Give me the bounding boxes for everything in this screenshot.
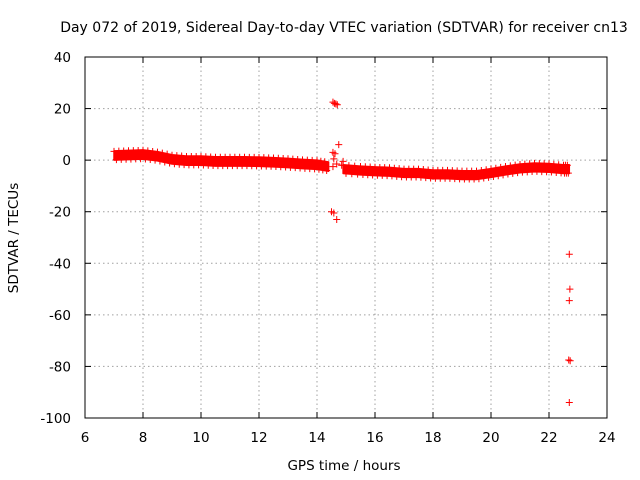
data-point (565, 250, 573, 258)
data-point (154, 148, 161, 156)
plot-frame (84, 56, 608, 419)
data-point (149, 147, 157, 155)
data-point (494, 172, 502, 180)
data-point (514, 169, 522, 177)
data-point (477, 166, 485, 174)
data-point (487, 165, 495, 173)
x-tick-label: 6 (81, 430, 90, 446)
data-point (144, 147, 152, 155)
data-point (489, 173, 497, 181)
y-tick-label: 0 (62, 153, 71, 169)
data-point (565, 297, 573, 305)
data-point (565, 356, 573, 364)
x-tick-label: 10 (192, 430, 209, 446)
data-point (151, 156, 159, 164)
data-point (511, 161, 519, 169)
data-point (329, 98, 337, 106)
y-tick-label: -40 (49, 256, 71, 272)
data-point (566, 357, 574, 365)
data-point (566, 285, 574, 293)
data-point (564, 169, 572, 177)
data-point (146, 156, 154, 164)
data-point (497, 163, 505, 171)
data-point (502, 163, 509, 171)
data-points (110, 98, 574, 407)
data-point (509, 169, 517, 177)
y-tick-label: -80 (49, 359, 71, 375)
data-point (331, 150, 339, 158)
data-point (335, 141, 343, 149)
data-point (492, 164, 500, 172)
data-point (330, 209, 338, 217)
data-point (506, 162, 514, 170)
x-tick-label: 16 (366, 430, 383, 446)
data-point (473, 167, 480, 175)
y-tick-label: -100 (40, 411, 71, 427)
x-tick-label: 22 (540, 430, 557, 446)
data-point (313, 157, 321, 165)
data-point (499, 171, 507, 179)
x-tick-label: 24 (598, 430, 615, 446)
x-tick-label: 14 (308, 430, 325, 446)
data-point (480, 174, 488, 182)
grid-lines (85, 57, 607, 418)
x-axis-label: GPS time / hours (287, 458, 400, 474)
data-point (330, 99, 338, 107)
y-tick-label: 20 (54, 102, 71, 118)
y-tick-label: -60 (49, 308, 71, 324)
x-tick-label: 20 (482, 430, 499, 446)
data-point (163, 150, 171, 158)
data-point (317, 157, 325, 165)
axis-ticks (84, 56, 608, 419)
data-point (485, 173, 493, 181)
data-point (323, 166, 331, 174)
x-tick-label: 18 (424, 430, 441, 446)
tick-labels: 6 8 10 12 14 16 18 20 22 24 40 20 0 -20 -40 -60 -80 -100 (40, 50, 615, 446)
chart-title: Day 072 of 2019, Sidereal Day-to-day VTE… (60, 20, 628, 36)
data-point (141, 155, 149, 163)
data-point (504, 170, 512, 178)
data-point (339, 157, 347, 165)
y-axis-label: SDTVAR / TECUs (6, 183, 22, 293)
data-point (139, 146, 147, 154)
data-point (565, 399, 573, 407)
y-tick-label: 40 (54, 50, 71, 66)
data-point (166, 159, 174, 167)
data-point (156, 157, 164, 165)
y-tick-label: -20 (49, 205, 71, 221)
data-point (330, 155, 338, 163)
x-tick-label: 12 (250, 430, 267, 446)
data-point (563, 161, 571, 169)
data-point (475, 175, 483, 183)
data-point (315, 165, 323, 173)
data-point (161, 158, 169, 166)
data-point (482, 166, 490, 174)
data-point (158, 149, 166, 157)
data-point (321, 158, 329, 166)
x-tick-label: 8 (139, 430, 148, 446)
data-point (333, 160, 341, 168)
data-point (333, 101, 341, 109)
data-point (329, 163, 337, 171)
data-point (338, 161, 346, 169)
data-point (319, 166, 327, 174)
data-point (333, 215, 341, 223)
data-point (332, 100, 340, 108)
